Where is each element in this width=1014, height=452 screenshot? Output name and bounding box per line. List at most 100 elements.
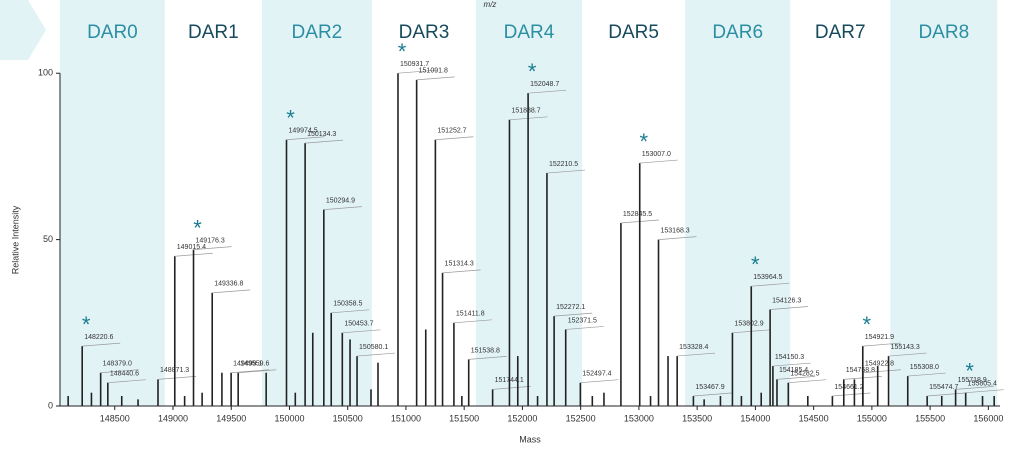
peak-label: 154661.2: [834, 384, 863, 391]
marker-asterisk: *: [862, 312, 871, 337]
leader-line: [82, 342, 121, 347]
peak-label: 153467.9: [695, 384, 724, 391]
marker-asterisk: *: [193, 215, 202, 240]
leader-line: [238, 369, 277, 374]
leader-line: [442, 269, 481, 274]
leader-line: [546, 169, 585, 174]
region-band: [475, 0, 583, 406]
peak-label: 149499.1: [233, 361, 262, 368]
leader-line: [492, 386, 531, 390]
peak-label: 153964.5: [753, 274, 782, 281]
leader-line: [528, 89, 567, 94]
peak-label: 149974.5: [288, 128, 317, 135]
marker-asterisk: *: [82, 312, 91, 337]
peak-label: 155308.0: [910, 364, 939, 371]
x-tick-label: 152500: [566, 413, 596, 423]
region-label: DAR3: [399, 22, 450, 43]
peak-label: 148440.6: [110, 371, 139, 378]
x-tick-label: 156000: [973, 413, 1003, 423]
region-band: [685, 0, 791, 406]
x-tick-label: 155500: [915, 413, 945, 423]
leader-line: [331, 309, 370, 314]
x-tick-label: 148500: [100, 413, 130, 423]
peak-label: 150453.7: [344, 321, 373, 328]
peak-label: 151252.7: [437, 128, 466, 135]
peak-label: 152048.7: [530, 81, 559, 88]
leader-line: [658, 236, 697, 240]
y-tick-label: 0: [48, 400, 53, 410]
region-label: DAR8: [918, 22, 969, 43]
leader-line: [693, 392, 732, 397]
leader-line: [107, 379, 146, 384]
peak-label: 151538.8: [471, 347, 500, 354]
region-label: DAR7: [815, 22, 866, 43]
leader-line: [100, 369, 139, 374]
peak-label: 154922.8: [865, 361, 894, 368]
peak-label: 153007.0: [642, 151, 671, 158]
leader-line: [751, 282, 790, 287]
leader-line: [468, 356, 507, 360]
region-band: [890, 0, 998, 406]
peak-label: 155474.7: [929, 384, 958, 391]
leader-line: [565, 326, 604, 330]
peak-label: 148220.6: [84, 334, 113, 341]
peak-label: 153802.9: [734, 321, 763, 328]
leader-line: [357, 352, 396, 357]
leader-line: [788, 379, 827, 384]
marker-asterisk: *: [286, 106, 295, 131]
region-label: DAR4: [504, 22, 555, 43]
peak-label: 149336.8: [214, 281, 243, 288]
leader-line: [639, 159, 678, 164]
leader-line: [965, 389, 1004, 394]
leader-line: [955, 386, 994, 390]
marker-asterisk: *: [639, 129, 648, 154]
chevron: [0, 0, 46, 60]
peak-label: 152272.1: [556, 304, 585, 311]
marker-asterisk: *: [398, 39, 407, 64]
peak-label: 153328.4: [679, 344, 708, 351]
leader-line: [862, 369, 901, 374]
peak-label: 149015.4: [177, 244, 206, 251]
x-tick-label: 151500: [449, 413, 479, 423]
x-tick-label: 154500: [799, 413, 829, 423]
top-label: m/z: [484, 0, 497, 9]
peak-label: 151411.8: [456, 311, 485, 318]
leader-line: [323, 206, 362, 211]
peak-label: 154921.9: [865, 334, 894, 341]
region-band: [261, 0, 372, 406]
peak-label: 150134.3: [307, 131, 336, 138]
peak-label: 155718.9: [958, 377, 987, 384]
leader-line: [580, 379, 619, 384]
leader-line: [554, 312, 593, 317]
peak-label: 154150.3: [775, 354, 804, 361]
leader-line: [286, 136, 325, 141]
region-band: [60, 0, 165, 406]
leader-line: [416, 76, 455, 81]
peak-label: 152210.5: [549, 161, 578, 168]
peak-label: 153168.3: [661, 227, 690, 234]
leader-line: [772, 362, 811, 367]
peak-label: 150931.7: [400, 61, 429, 68]
y-tick-label: 100: [38, 68, 53, 78]
peak-label: 154126.3: [772, 297, 801, 304]
leader-line: [776, 376, 816, 380]
leader-line: [770, 306, 809, 310]
leader-line: [342, 329, 381, 334]
leader-line: [435, 136, 474, 141]
region-label: DAR2: [292, 22, 343, 43]
peak-label: 152845.5: [623, 211, 652, 218]
peak-label: 149559.6: [240, 361, 269, 368]
peak-label: 154758.8: [846, 367, 875, 374]
region-label: DAR0: [87, 22, 138, 43]
x-tick-label: 154000: [740, 413, 770, 423]
x-axis-label: Mass: [519, 434, 541, 444]
leader-line: [157, 376, 197, 380]
x-tick-label: 149500: [216, 413, 246, 423]
leader-line: [907, 372, 946, 377]
peak-label: 148379.0: [103, 361, 132, 368]
leader-line: [305, 139, 344, 144]
peak-label: 151314.3: [445, 261, 474, 268]
marker-asterisk: *: [965, 359, 974, 384]
peak-label: 155805.4: [968, 381, 997, 388]
